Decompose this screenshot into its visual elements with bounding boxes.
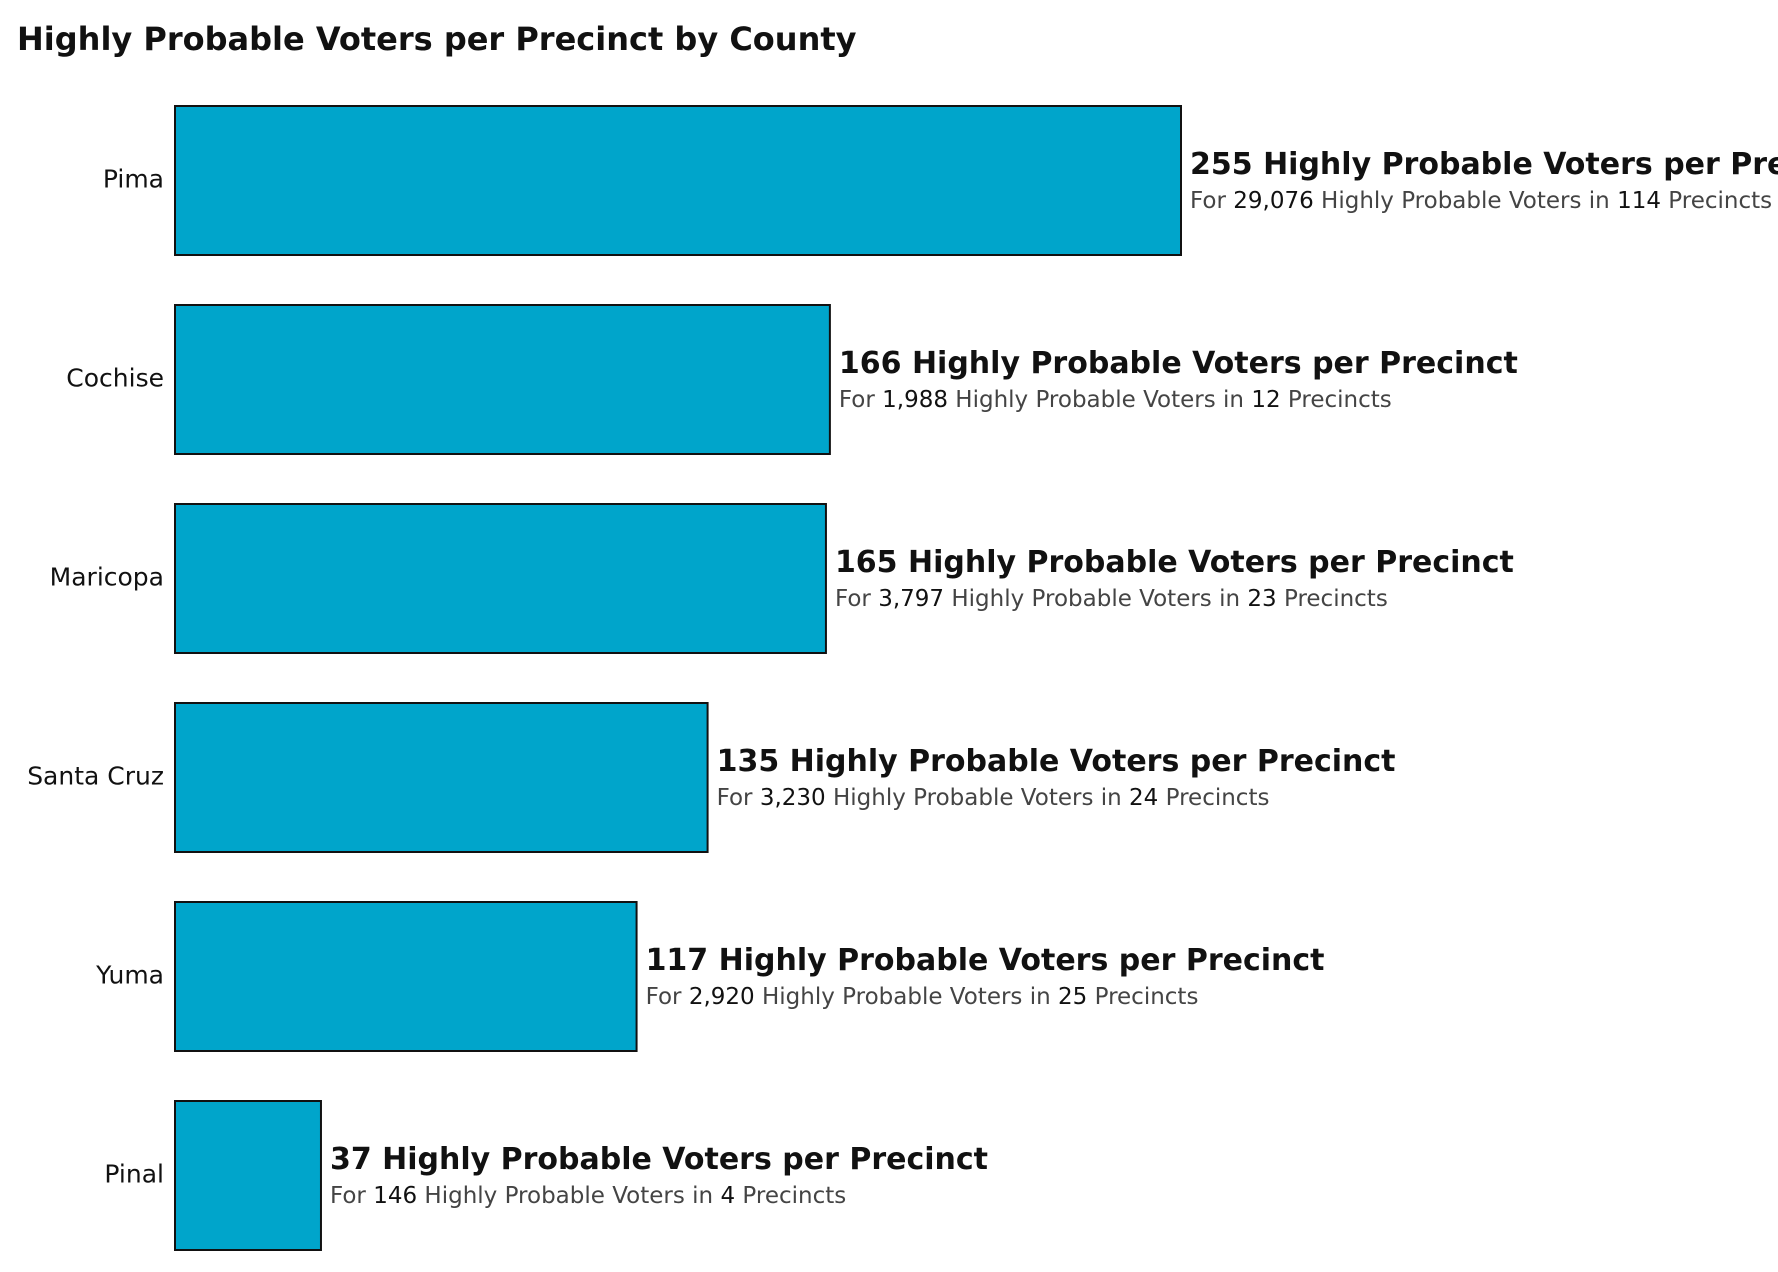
bar xyxy=(174,901,638,1052)
bar xyxy=(174,304,831,455)
data-label-sub: For 1,988 Highly Probable Voters in 12 P… xyxy=(839,387,1392,413)
data-label-main: 255 Highly Probable Voters per Precinct xyxy=(1190,147,1778,182)
data-label-sub: For 3,797 Highly Probable Voters in 23 P… xyxy=(835,586,1388,612)
data-label-sub: For 146 Highly Probable Voters in 4 Prec… xyxy=(330,1183,846,1209)
category-label: Maricopa xyxy=(50,563,164,592)
bar xyxy=(174,1100,322,1251)
bar xyxy=(174,503,827,654)
data-label-main: 117 Highly Probable Voters per Precinct xyxy=(646,943,1325,978)
chart-title: Highly Probable Voters per Precinct by C… xyxy=(17,20,857,58)
category-label: Santa Cruz xyxy=(27,762,164,791)
data-label-main: 135 Highly Probable Voters per Precinct xyxy=(717,744,1396,779)
bar xyxy=(174,105,1182,256)
bar xyxy=(174,702,709,853)
data-label-main: 37 Highly Probable Voters per Precinct xyxy=(330,1142,988,1177)
data-label-sub: For 29,076 Highly Probable Voters in 114… xyxy=(1190,188,1772,214)
data-label-main: 165 Highly Probable Voters per Precinct xyxy=(835,545,1514,580)
data-label-sub: For 3,230 Highly Probable Voters in 24 P… xyxy=(717,785,1270,811)
category-label: Yuma xyxy=(95,961,164,990)
category-label: Cochise xyxy=(66,364,164,393)
category-label: Pima xyxy=(103,165,164,194)
data-label-main: 166 Highly Probable Voters per Precinct xyxy=(839,346,1518,381)
data-label-sub: For 2,920 Highly Probable Voters in 25 P… xyxy=(646,984,1199,1010)
category-label: Pinal xyxy=(104,1160,164,1189)
